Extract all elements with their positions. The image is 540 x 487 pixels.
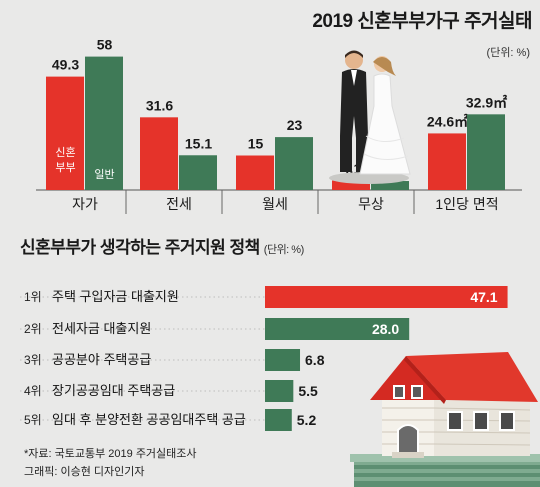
policy-value-label: 47.1 <box>470 289 497 305</box>
category-label: 월세 <box>262 196 288 212</box>
legend-general: 일반 <box>94 167 114 181</box>
bar-newlywed-2 <box>236 155 274 190</box>
bar-general-1 <box>179 155 217 190</box>
legend-newlywed: 신혼 <box>55 146 75 159</box>
value-label: 31.6 <box>146 97 173 113</box>
policy-chart-title: 신혼부부가 생각하는 주거지원 정책 (단위: %) <box>20 233 304 258</box>
policy-label: 주택 구입자금 대출지원 <box>52 289 179 304</box>
category-label: 1인당 면적 <box>435 196 498 212</box>
housing-status-chart: 49.331.6154.124.6㎡5815.1233.932.9㎡자가전세월세… <box>36 37 522 214</box>
value-label: 58 <box>97 37 113 53</box>
bar-general-0 <box>85 56 123 190</box>
category-label: 전세 <box>166 196 192 212</box>
bar-newlywed-1 <box>140 117 178 190</box>
rank-label: 3위 <box>24 353 42 367</box>
value-label: 24.6㎡ <box>427 113 468 129</box>
bar-newlywed-0 <box>46 76 84 190</box>
wedding-couple-image <box>329 50 411 184</box>
policy-bar-3 <box>265 380 294 402</box>
policy-value-label: 5.5 <box>298 383 318 399</box>
policy-bar-4 <box>265 409 292 431</box>
policy-bar-2 <box>265 349 301 371</box>
policy-label: 공공분야 주택공급 <box>52 352 151 367</box>
credit-note: 그래픽: 이승현 디자인기자 <box>24 466 145 478</box>
rank-label: 2위 <box>24 322 42 336</box>
bar-general-2 <box>275 137 313 190</box>
policy-label: 장기공공임대 주택공급 <box>52 383 175 398</box>
value-label: 15 <box>248 136 264 152</box>
bar-newlywed-3 <box>332 180 370 190</box>
category-label: 자가 <box>72 196 98 212</box>
policy-bar-0 <box>265 286 508 308</box>
source-note: *자료: 국토교통부 2019 주거실태조사 <box>24 448 197 460</box>
value-label: 32.9㎡ <box>466 94 507 110</box>
rank-label: 1위 <box>24 290 42 304</box>
bar-newlywed-4 <box>428 133 466 190</box>
rank-label: 5위 <box>24 413 42 427</box>
value-label: 49.3 <box>52 57 79 73</box>
chart-unit: (단위: %) <box>486 47 530 59</box>
policy-label: 전세자금 대출지원 <box>52 321 151 336</box>
policy-bar-1 <box>265 318 410 340</box>
policy-unit: (단위: %) <box>263 244 304 256</box>
policy-value-label: 28.0 <box>372 321 399 337</box>
bar-general-4 <box>467 114 505 190</box>
rank-label: 4위 <box>24 384 42 398</box>
bar-general-3 <box>371 181 409 190</box>
policy-value-label: 6.8 <box>305 352 325 368</box>
chart-title: 2019 신혼부부가구 주거실태 <box>312 11 532 32</box>
policy-value-label: 5.2 <box>297 412 317 428</box>
policy-label: 임대 후 분양전환 공공임대주택 공급 <box>52 412 246 427</box>
house-image <box>350 352 540 487</box>
policy-title-text: 신혼부부가 생각하는 주거지원 정책 <box>20 238 260 257</box>
value-label: 15.1 <box>185 135 212 151</box>
category-label: 무상 <box>358 196 384 212</box>
value-label: 23 <box>287 117 303 133</box>
legend-newlywed: 부부 <box>55 161 75 174</box>
